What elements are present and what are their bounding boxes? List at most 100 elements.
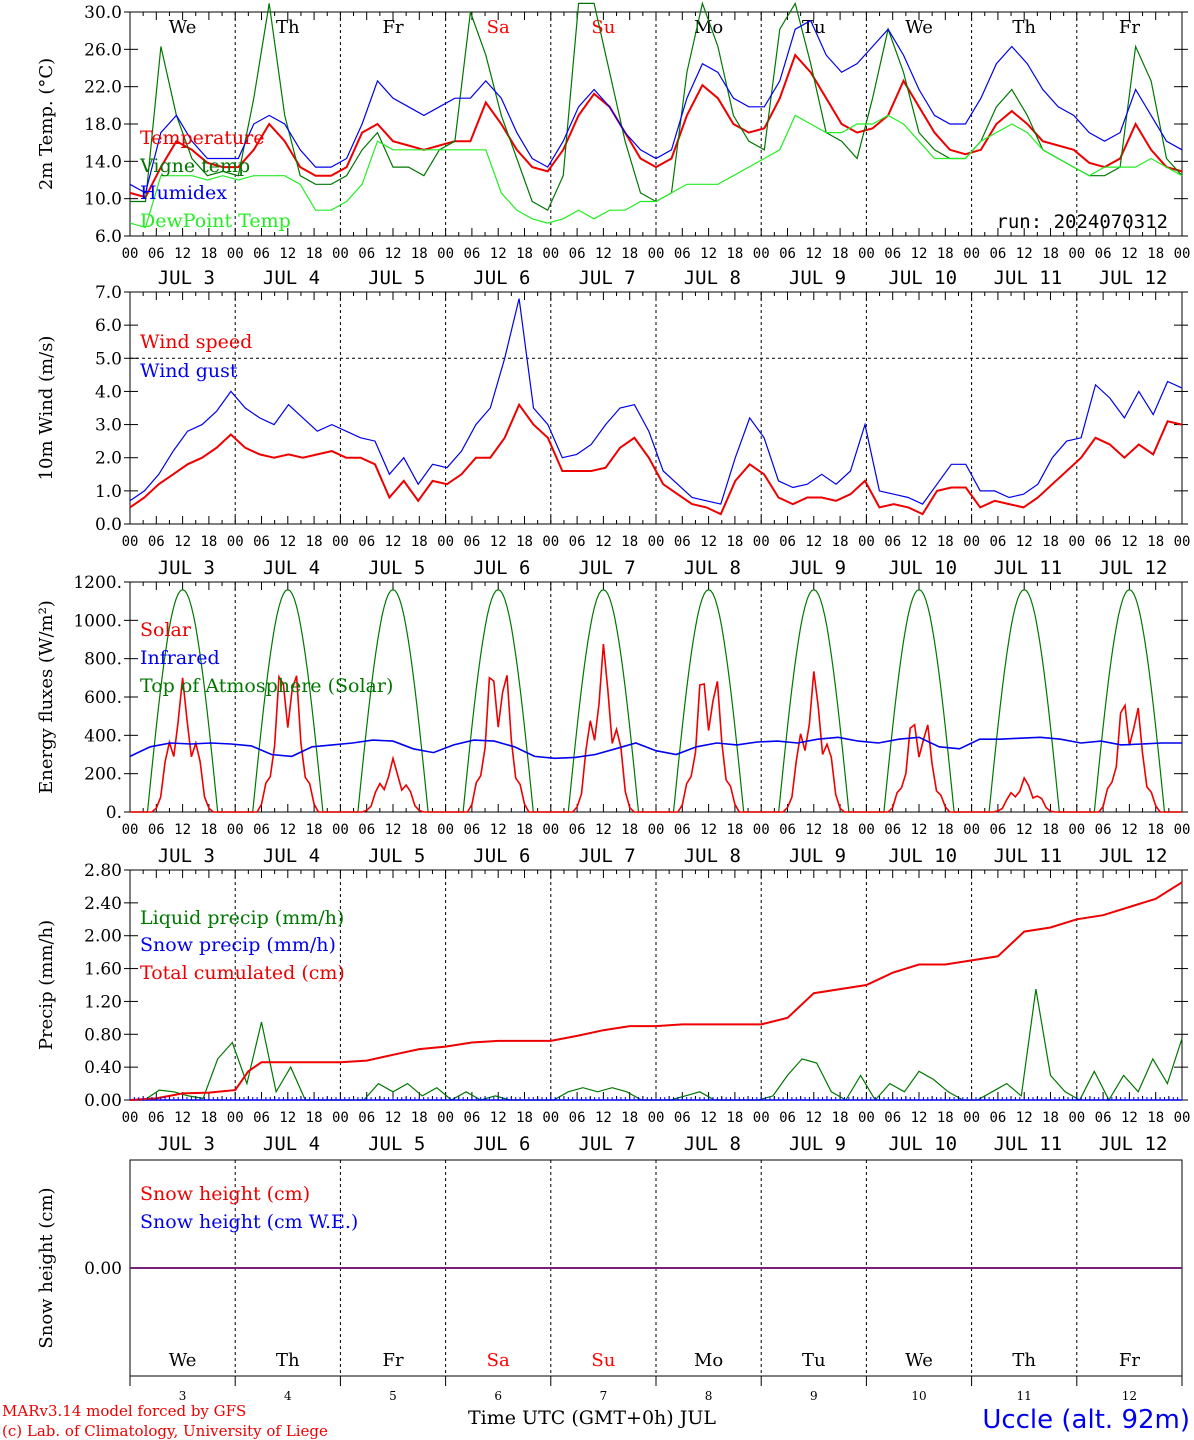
legend-total-cumulated-cm-: Total cumulated (cm) [140,962,345,984]
date-label: JUL 5 [368,267,425,289]
date-label: JUL 12 [1099,1133,1168,1155]
y-tick-label: 800. [84,650,122,670]
series-infrared [129,736,1182,760]
hour-tick-label: 06 [148,246,165,262]
y-tick-label: 4.0 [95,382,122,402]
y-tick-label: 1000. [73,611,122,631]
hour-tick-label: 06 [989,822,1006,838]
hour-tick-label: 00 [648,822,665,838]
hour-tick-label: 06 [463,534,480,550]
y-tick-label: 6.0 [95,227,122,247]
hour-tick-label: 00 [122,246,139,262]
hour-tick-label: 06 [674,1110,691,1126]
hour-tick-label: 12 [174,1110,191,1126]
y-tick-label: 22.0 [84,78,122,98]
hour-tick-label: 06 [569,534,586,550]
x-axis-title: Time UTC (GMT+0h) JUL [468,1407,716,1429]
legend-wind-speed: Wind speed [140,331,252,353]
hour-tick-label: 00 [1068,822,1085,838]
y-tick-label: 18.0 [84,115,122,135]
hour-tick-label: 06 [463,822,480,838]
date-number: 4 [284,1389,292,1403]
hour-tick-label: 00 [542,534,559,550]
hour-tick-label: 00 [1068,534,1085,550]
weekday-label: We [169,1350,197,1371]
hour-tick-label: 18 [1147,822,1164,838]
hour-tick-label: 12 [174,246,191,262]
legend-snow-height-cm-: Snow height (cm) [140,1183,310,1205]
hour-tick-label: 06 [779,246,796,262]
date-label: JUL 11 [994,557,1063,579]
hour-tick-label: 18 [726,246,743,262]
weekday-label: Fr [1119,1350,1140,1371]
date-label: JUL 10 [888,557,957,579]
y-axis-label: 10m Wind (m/s) [36,336,57,481]
hour-tick-label: 06 [463,1110,480,1126]
series-wind-gust [129,298,1183,505]
date-number: 8 [705,1389,713,1403]
hour-tick-label: 12 [279,822,296,838]
date-label: JUL 7 [578,1133,635,1155]
hour-tick-label: 18 [937,822,954,838]
hour-tick-label: 18 [200,246,217,262]
legend-wind-gust: Wind gust [140,360,238,382]
hour-tick-label: 06 [358,1110,375,1126]
hour-tick-label: 06 [674,246,691,262]
weekday-label: Th [276,1350,300,1371]
weekday-label: Sa [487,1350,510,1371]
hour-tick-label: 06 [674,822,691,838]
date-label: JUL 12 [1099,267,1168,289]
date-label: JUL 9 [789,557,846,579]
hour-tick-label: 18 [937,1110,954,1126]
date-label: JUL 8 [684,1133,741,1155]
hour-tick-label: 12 [1016,822,1033,838]
y-tick-label: 600. [84,688,122,708]
hour-tick-label: 18 [832,822,849,838]
hour-tick-label: 12 [1121,822,1138,838]
date-label: JUL 9 [789,1133,846,1155]
hour-tick-label: 00 [1068,1110,1085,1126]
weekday-label: We [905,17,933,38]
date-label: JUL 12 [1099,845,1168,867]
legend-dewpoint-temp: DewPoint Temp [140,210,291,232]
date-number: 6 [494,1389,502,1403]
hour-tick-label: 00 [227,1110,244,1126]
legend-top-of-atmosphere-solar-: Top of Atmosphere (Solar) [140,675,393,697]
date-label: JUL 7 [578,267,635,289]
hour-ticks [129,12,1183,236]
hour-tick-label: 00 [963,1110,980,1126]
hour-tick-label: 18 [200,1110,217,1126]
y-axis-label: 2m Temp. (°C) [36,58,57,190]
hour-tick-label: 18 [516,246,533,262]
hour-tick-label: 06 [989,534,1006,550]
hour-tick-label: 18 [411,246,428,262]
hour-tick-label: 12 [805,1110,822,1126]
series-solar [130,643,1182,813]
y-tick-label: 0. [106,803,122,823]
hour-tick-label: 00 [858,1110,875,1126]
hour-tick-label: 00 [963,822,980,838]
legend-solar: Solar [140,619,192,641]
hour-tick-label: 18 [1147,1110,1164,1126]
y-tick-label: 1.0 [95,482,122,502]
date-label: JUL 5 [368,557,425,579]
hour-tick-label: 18 [1147,246,1164,262]
hour-tick-label: 12 [595,246,612,262]
hour-tick-label: 00 [332,822,349,838]
date-number: 3 [179,1389,187,1403]
legend-liquid-precip-mm-h-: Liquid precip (mm/h) [140,907,344,929]
hour-tick-label: 18 [726,1110,743,1126]
hour-tick-label: 12 [805,534,822,550]
hour-tick-label: 06 [1095,822,1112,838]
hour-tick-label: 18 [1042,246,1059,262]
hour-tick-label: 00 [648,534,665,550]
hour-tick-label: 00 [332,534,349,550]
hour-tick-label: 00 [1174,534,1191,550]
hour-tick-label: 18 [1042,822,1059,838]
y-tick-label: 1200. [73,573,122,593]
hour-tick-label: 06 [884,822,901,838]
hour-tick-label: 18 [832,1110,849,1126]
date-label: JUL 6 [473,557,530,579]
hour-tick-label: 18 [411,822,428,838]
hour-tick-label: 18 [411,534,428,550]
